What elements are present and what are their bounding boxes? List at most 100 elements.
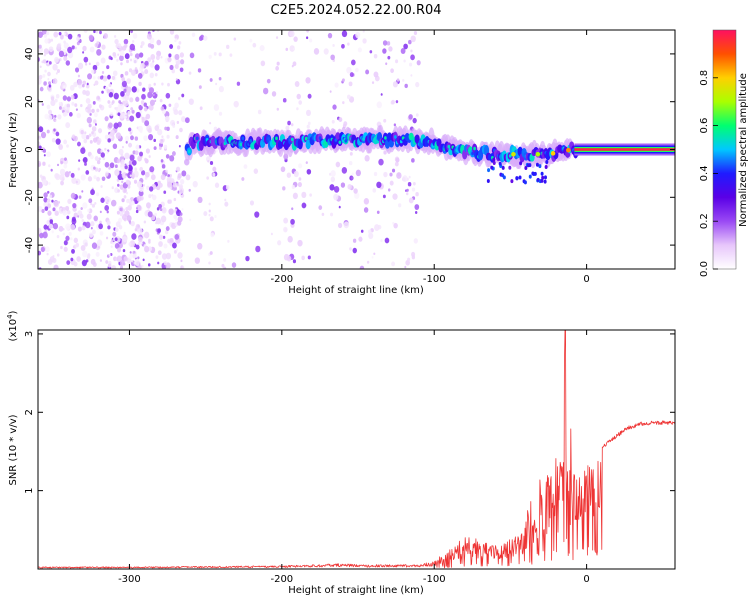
spectrogram-speckle <box>332 104 337 110</box>
spectrogram-speckle <box>92 76 96 80</box>
spectrogram-speckle <box>69 84 75 91</box>
spectrogram-speckle <box>395 157 400 163</box>
spectrogram-speckle <box>102 157 106 161</box>
spectrogram-speckle <box>72 202 77 209</box>
spectrogram-speckle <box>188 71 192 75</box>
spectrogram-speckle <box>162 235 166 239</box>
spectrogram-speckle <box>290 123 294 127</box>
spectrogram-speckle <box>44 69 47 73</box>
spectrogram-speckle <box>209 121 212 125</box>
spectrogram-blob-core <box>318 136 322 140</box>
spectrogram-speckle <box>129 131 132 135</box>
spectrogram-speckle <box>416 60 421 66</box>
spectrogram-speckle <box>208 213 211 217</box>
spectrogram-speckle <box>286 172 292 178</box>
spectrogram-speckle <box>120 265 124 269</box>
spectrogram-speckle <box>181 93 185 98</box>
snr-y-tick-label: 3 <box>24 331 35 337</box>
spectrogram-speckle <box>81 84 85 88</box>
spectrogram-speckle <box>208 202 211 206</box>
spectrogram-speckle <box>118 148 124 156</box>
spectrogram-speckle <box>51 230 54 234</box>
snr-y-label: SNR (10 * v/v) <box>8 414 19 485</box>
spectrogram-speckle <box>172 124 176 128</box>
spectrogram-speckle <box>46 199 50 204</box>
spectrogram-speckle <box>83 30 88 33</box>
spectrogram-speckle <box>163 144 168 150</box>
spectrogram-speckle <box>138 236 143 243</box>
spectrogram-speckle <box>174 233 180 240</box>
spectrogram-speckle <box>38 135 42 140</box>
spectrogram-speckle <box>114 237 118 242</box>
spectrogram-speckle <box>96 108 100 113</box>
spectrogram-speckle <box>48 182 51 185</box>
spectrogram-speckle <box>47 61 50 65</box>
spectrogram-speckle <box>276 61 280 66</box>
spectrogram-speckle <box>75 108 79 112</box>
spectrogram-speckle <box>85 98 91 104</box>
spectrogram-speckle <box>168 103 172 108</box>
spectrogram-speckle <box>163 243 168 249</box>
spectrogram-speckle <box>87 208 90 213</box>
spectrogram-speckle <box>282 186 286 191</box>
spectrogram-speckle <box>85 134 90 140</box>
spectrogram-speckle <box>117 183 120 187</box>
spectrogram-speckle <box>135 111 141 119</box>
spectrogram-speckle <box>210 232 215 238</box>
spectrogram-speckle <box>411 158 415 163</box>
spectrogram-speckle <box>292 47 295 51</box>
spectrogram-speckle <box>47 77 50 81</box>
spectrogram-speckle <box>38 44 42 49</box>
snr-plot-area <box>38 330 675 569</box>
spectrogram-speckle <box>119 259 125 266</box>
spectrogram-speckle <box>114 227 119 233</box>
spectrogram-speckle <box>352 238 357 243</box>
spectrogram-speckle <box>88 232 94 238</box>
spectrogram-speckle <box>412 182 416 186</box>
spectrogram-speckle <box>156 39 162 46</box>
spectrogram-strand <box>510 179 514 184</box>
spectrogram-speckle <box>131 109 135 114</box>
spectrogram-speckle <box>125 206 129 211</box>
spectrogram-speckle <box>94 80 99 86</box>
spectrogram-speckle <box>241 177 245 181</box>
spectrogram-speckle <box>383 171 388 178</box>
spectrogram-speckle <box>142 87 146 92</box>
spectrogram-speckle <box>111 75 116 80</box>
spectrogram-speckle <box>141 93 146 100</box>
spectrogram-speckle <box>108 166 111 170</box>
spectrogram-strand <box>543 179 547 184</box>
spectrogram-speckle <box>383 118 387 123</box>
spectrogram-speckle <box>63 42 69 49</box>
spectrogram-speckle <box>95 251 100 257</box>
spectrogram-speckle <box>114 242 120 249</box>
spectrogram-strand <box>519 161 523 166</box>
spectrogram-speckle <box>164 126 168 131</box>
spectrogram-speckle <box>108 104 112 109</box>
spectrogram-speckle <box>92 229 96 235</box>
spectrogram-speckle <box>147 211 153 218</box>
spectrogram-speckle <box>164 115 170 122</box>
spectrogram-speckle <box>169 64 174 71</box>
spectrogram-speckle <box>54 172 60 179</box>
spectrogram-speckle <box>95 30 99 34</box>
spectrogram-speckle <box>149 99 155 106</box>
spectrogram-strand <box>523 180 527 185</box>
colorbar-tick-label: 0.4 <box>699 165 710 181</box>
spectrogram-speckle <box>43 201 48 208</box>
spectrogram-speckle <box>129 43 136 51</box>
spectrogram-speckle <box>85 83 90 89</box>
spectrogram-speckle <box>70 224 76 231</box>
spectrogram-speckle <box>221 263 225 268</box>
spectrogram-speckle <box>113 122 119 129</box>
spectrogram-speckle <box>63 32 66 36</box>
spectrogram-speckle <box>177 173 182 179</box>
spectrogram-speckle <box>62 209 68 216</box>
spectrogram-speckle <box>108 253 111 257</box>
spectrogram-speckle <box>392 81 398 88</box>
spectrogram-speckle <box>351 176 354 180</box>
spectrogram-speckle <box>306 124 310 129</box>
spectrogram-strand <box>508 165 512 170</box>
spectrogram-speckle <box>165 252 172 260</box>
spectrogram-speckle <box>92 64 98 71</box>
